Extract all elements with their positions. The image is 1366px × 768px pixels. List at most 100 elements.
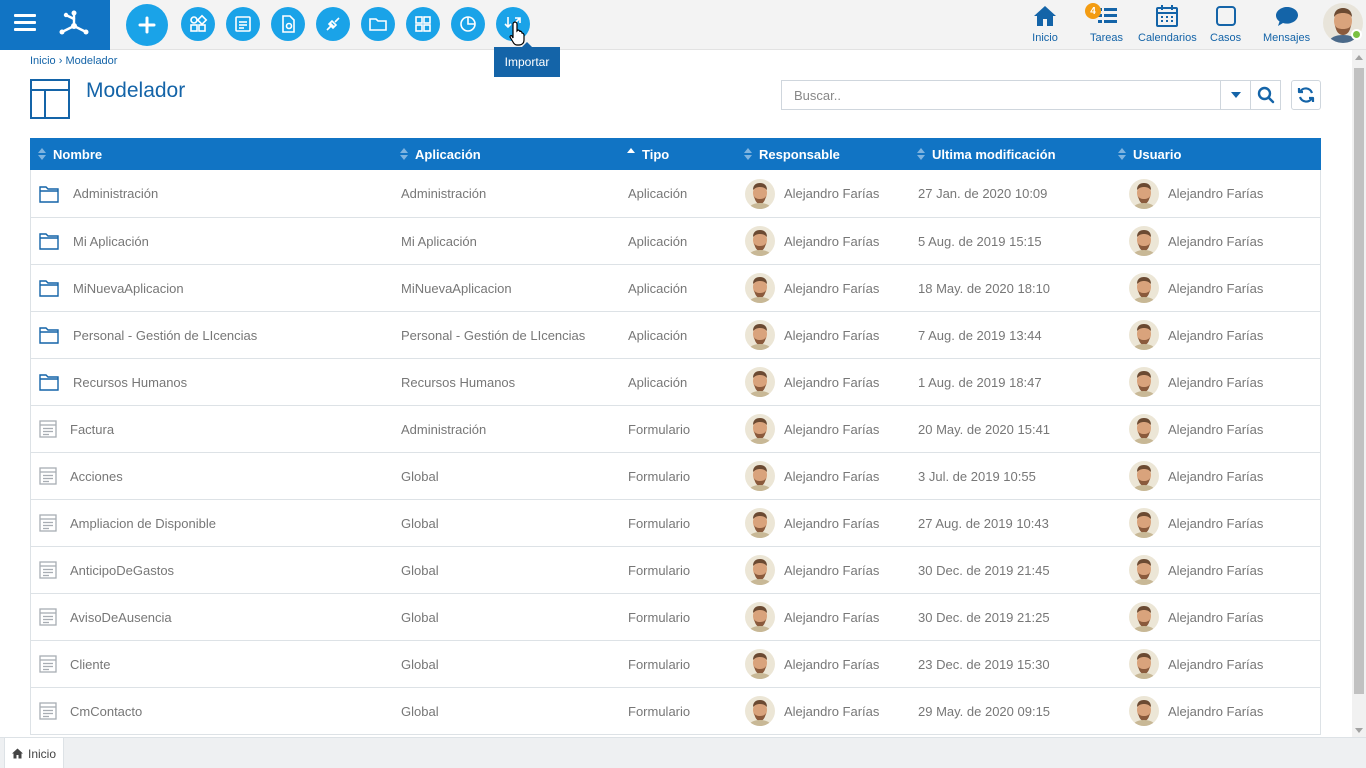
row-modified: 7 Aug. de 2019 13:44 bbox=[918, 327, 1042, 343]
nav-casos[interactable]: Casos bbox=[1210, 3, 1241, 47]
cell-modificacion: 1 Aug. de 2019 18:47 bbox=[918, 359, 1042, 405]
form-button[interactable] bbox=[226, 7, 260, 41]
table-row[interactable]: Acciones Global Formulario Alejandro Farías… bbox=[31, 453, 1320, 500]
cell-nombre: Factura bbox=[39, 406, 114, 452]
cell-responsable: Alejandro Farías bbox=[745, 265, 879, 311]
table-row[interactable]: Administración Administración Aplicación Al… bbox=[31, 170, 1320, 218]
cell-aplicacion: Global bbox=[401, 594, 439, 640]
cell-tipo: Formulario bbox=[628, 594, 690, 640]
row-owner: Alejandro Farías bbox=[784, 280, 880, 296]
models-table: Nombre Aplicación Tipo Responsable Ultim… bbox=[30, 138, 1321, 735]
cell-usuario: Alejandro Farías bbox=[1129, 547, 1263, 593]
add-button[interactable] bbox=[126, 4, 168, 46]
row-type: Formulario bbox=[628, 515, 691, 531]
avatar bbox=[1129, 367, 1159, 397]
scroll-down-icon[interactable] bbox=[1355, 728, 1363, 733]
integration-button[interactable] bbox=[316, 7, 350, 41]
cell-aplicacion: Global bbox=[401, 547, 439, 593]
cell-usuario: Alejandro Farías bbox=[1129, 359, 1263, 405]
search-filter-dropdown[interactable] bbox=[1221, 80, 1251, 110]
chart-button[interactable] bbox=[451, 7, 485, 41]
cell-responsable: Alejandro Farías bbox=[745, 218, 879, 264]
breadcrumb-home[interactable]: Inicio bbox=[30, 55, 56, 67]
cell-modificacion: 30 Dec. de 2019 21:25 bbox=[918, 594, 1050, 640]
breadcrumb-current[interactable]: Modelador bbox=[65, 55, 118, 67]
column-header-tipo[interactable]: Tipo bbox=[627, 138, 669, 170]
table-row[interactable]: Recursos Humanos Recursos Humanos Aplicaci… bbox=[31, 359, 1320, 406]
nav-inicio[interactable]: Inicio bbox=[1032, 3, 1058, 47]
tab-inicio[interactable]: Inicio bbox=[4, 738, 64, 768]
cell-aplicacion: Administración bbox=[401, 170, 486, 217]
cell-nombre: MiNuevaAplicacion bbox=[39, 265, 184, 311]
row-name: AnticipoDeGastos bbox=[70, 562, 175, 578]
table-row[interactable]: AvisoDeAusencia Global Formulario Alejandro… bbox=[31, 594, 1320, 641]
table-row[interactable]: Personal - Gestión de LIcencias Personal … bbox=[31, 312, 1320, 359]
menu-icon[interactable] bbox=[14, 14, 36, 34]
folder-icon bbox=[39, 374, 59, 391]
cell-responsable: Alejandro Farías bbox=[745, 170, 879, 217]
nav-calendarios[interactable]: Calendarios bbox=[1138, 3, 1197, 47]
table-row[interactable]: CmContacto Global Formulario Alejandro Farí… bbox=[31, 688, 1320, 735]
row-type: Aplicación bbox=[628, 233, 688, 249]
cell-responsable: Alejandro Farías bbox=[745, 453, 879, 499]
row-user: Alejandro Farías bbox=[1168, 233, 1264, 249]
nav-mensajes[interactable]: Mensajes bbox=[1263, 3, 1310, 47]
cell-nombre: Recursos Humanos bbox=[39, 359, 187, 405]
cell-usuario: Alejandro Farías bbox=[1129, 312, 1263, 358]
vertical-scrollbar[interactable] bbox=[1352, 50, 1366, 738]
row-modified: 27 Aug. de 2019 10:43 bbox=[918, 515, 1049, 531]
row-modified: 30 Dec. de 2019 21:25 bbox=[918, 609, 1050, 625]
cell-modificacion: 29 May. de 2020 09:15 bbox=[918, 688, 1050, 734]
cell-responsable: Alejandro Farías bbox=[745, 641, 879, 687]
column-header-nombre[interactable]: Nombre bbox=[38, 138, 102, 170]
table-row[interactable]: AnticipoDeGastos Global Formulario Alejandr… bbox=[31, 547, 1320, 594]
row-type: Aplicación bbox=[628, 327, 688, 343]
folder-button[interactable] bbox=[361, 7, 395, 41]
shapes-icon bbox=[190, 14, 208, 32]
brand-area bbox=[0, 0, 110, 50]
cell-responsable: Alejandro Farías bbox=[745, 594, 879, 640]
refresh-icon bbox=[1297, 87, 1315, 103]
table-row[interactable]: Ampliacion de Disponible Global Formulario… bbox=[31, 500, 1320, 547]
row-name: Personal - Gestión de LIcencias bbox=[73, 327, 258, 343]
row-name: MiNuevaAplicacion bbox=[73, 280, 184, 296]
cell-nombre: Cliente bbox=[39, 641, 110, 687]
scroll-thumb[interactable] bbox=[1354, 68, 1364, 694]
nav-tareas[interactable]: 4 Tareas bbox=[1085, 3, 1123, 47]
logo-icon[interactable] bbox=[56, 6, 92, 42]
form-icon bbox=[39, 655, 57, 673]
import-icon bbox=[504, 17, 521, 29]
column-label: Tipo bbox=[642, 146, 670, 162]
column-header-responsable[interactable]: Responsable bbox=[744, 138, 840, 170]
document-settings-button[interactable] bbox=[271, 7, 305, 41]
row-type: Formulario bbox=[628, 468, 691, 484]
table-row[interactable]: Cliente Global Formulario Alejandro Farías 2… bbox=[31, 641, 1320, 688]
row-owner: Alejandro Farías bbox=[784, 656, 880, 672]
table-row[interactable]: Mi Aplicación Mi Aplicación Aplicación Alej… bbox=[31, 218, 1320, 265]
grid-button[interactable] bbox=[406, 7, 440, 41]
table-row[interactable]: Factura Administración Formulario Alejandro… bbox=[31, 406, 1320, 453]
column-header-modificacion[interactable]: Ultima modificación bbox=[917, 138, 1056, 170]
cell-tipo: Aplicación bbox=[628, 265, 687, 311]
scroll-up-icon[interactable] bbox=[1355, 55, 1363, 60]
row-user: Alejandro Farías bbox=[1168, 703, 1264, 719]
row-application: Global bbox=[401, 562, 439, 578]
caret-down-icon bbox=[1230, 92, 1241, 98]
search-input[interactable] bbox=[782, 87, 1220, 103]
breadcrumb: Inicio › Modelador bbox=[30, 55, 117, 67]
refresh-button[interactable] bbox=[1291, 80, 1321, 110]
row-type: Formulario bbox=[628, 703, 691, 719]
form-icon bbox=[39, 608, 57, 626]
cell-tipo: Aplicación bbox=[628, 218, 687, 264]
row-application: Global bbox=[401, 609, 439, 625]
shapes-button[interactable] bbox=[181, 7, 215, 41]
table-row[interactable]: MiNuevaAplicacion MiNuevaAplicacion Aplica… bbox=[31, 265, 1320, 312]
cell-usuario: Alejandro Farías bbox=[1129, 265, 1263, 311]
column-header-usuario[interactable]: Usuario bbox=[1118, 138, 1181, 170]
search-icon bbox=[1257, 86, 1274, 104]
cell-nombre: Personal - Gestión de LIcencias bbox=[39, 312, 257, 358]
row-application: Global bbox=[401, 468, 439, 484]
search-button[interactable] bbox=[1251, 80, 1281, 110]
column-header-aplicacion[interactable]: Aplicación bbox=[400, 138, 481, 170]
cell-nombre: AnticipoDeGastos bbox=[39, 547, 174, 593]
